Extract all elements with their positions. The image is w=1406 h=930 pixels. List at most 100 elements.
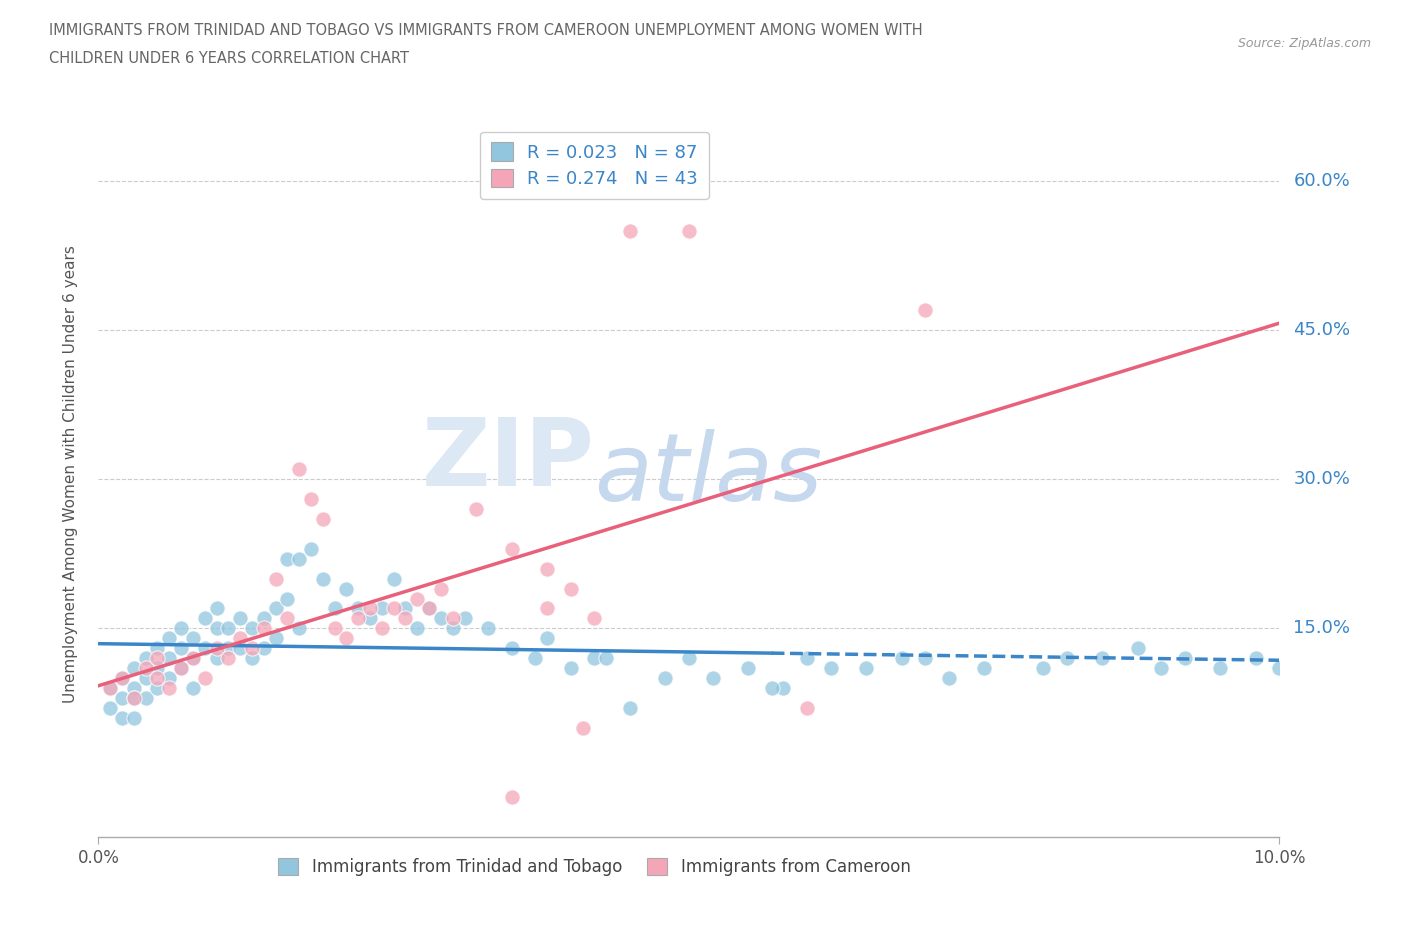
Point (430, 581, 453, 596)
Point (135, 671, 157, 685)
Point (820, 660, 842, 675)
Point (264, 571, 287, 586)
Point (335, 581, 357, 596)
Point (536, 601, 558, 616)
Point (146, 660, 169, 675)
Point (1150, 660, 1173, 675)
Point (772, 681, 794, 696)
Point (394, 601, 416, 616)
Point (111, 671, 134, 685)
Point (157, 681, 180, 696)
Point (560, 581, 582, 596)
Point (619, 700, 641, 715)
Point (181, 651, 204, 666)
Text: CHILDREN UNDER 6 YEARS CORRELATION CHART: CHILDREN UNDER 6 YEARS CORRELATION CHART (49, 51, 409, 66)
Point (240, 641, 263, 656)
Point (418, 601, 440, 616)
Point (890, 651, 912, 666)
Point (406, 621, 429, 636)
Point (229, 641, 252, 656)
Point (761, 681, 783, 696)
Point (560, 660, 582, 675)
Point (347, 601, 370, 616)
Point (217, 641, 239, 656)
Point (288, 551, 311, 566)
Point (796, 651, 818, 666)
Point (595, 651, 617, 666)
Point (170, 660, 193, 675)
Point (619, 223, 641, 238)
Point (323, 601, 346, 616)
Point (146, 671, 169, 685)
Y-axis label: Unemployment Among Women with Children Under 6 years: Unemployment Among Women with Children U… (63, 246, 77, 703)
Point (501, 790, 523, 804)
Point (205, 651, 228, 666)
Point (418, 601, 440, 616)
Point (170, 641, 193, 656)
Point (430, 611, 453, 626)
Point (146, 651, 169, 666)
Point (501, 641, 523, 656)
Point (205, 641, 228, 656)
Point (359, 601, 381, 616)
Point (229, 611, 252, 626)
Point (323, 621, 346, 636)
Point (98, 700, 121, 715)
Point (111, 690, 134, 705)
Point (264, 601, 287, 616)
Point (382, 601, 405, 616)
Point (394, 611, 416, 626)
Point (299, 492, 322, 507)
Point (536, 562, 558, 577)
Text: 45.0%: 45.0% (1294, 321, 1351, 339)
Point (914, 651, 936, 666)
Point (157, 651, 180, 666)
Point (194, 641, 217, 656)
Point (737, 660, 759, 675)
Point (229, 631, 252, 645)
Point (288, 462, 311, 477)
Point (312, 571, 335, 586)
Point (678, 223, 700, 238)
Point (1209, 660, 1232, 675)
Point (146, 641, 169, 656)
Point (1268, 660, 1291, 675)
Point (583, 651, 606, 666)
Point (122, 690, 145, 705)
Legend: Immigrants from Trinidad and Tobago, Immigrants from Cameroon: Immigrants from Trinidad and Tobago, Imm… (271, 852, 917, 883)
Point (157, 631, 180, 645)
Point (1056, 651, 1078, 666)
Point (359, 611, 381, 626)
Point (122, 660, 145, 675)
Point (170, 660, 193, 675)
Point (217, 651, 239, 666)
Point (347, 611, 370, 626)
Point (312, 512, 335, 526)
Point (465, 501, 488, 516)
Point (973, 660, 995, 675)
Text: Source: ZipAtlas.com: Source: ZipAtlas.com (1237, 37, 1371, 50)
Point (253, 641, 276, 656)
Point (938, 671, 960, 685)
Point (253, 611, 276, 626)
Point (1244, 651, 1267, 666)
Point (194, 671, 217, 685)
Point (702, 671, 724, 685)
Point (654, 671, 676, 685)
Point (1032, 660, 1054, 675)
Point (441, 611, 464, 626)
Point (111, 711, 134, 725)
Point (583, 611, 606, 626)
Point (111, 671, 134, 685)
Point (194, 611, 217, 626)
Point (536, 631, 558, 645)
Point (98, 681, 121, 696)
Point (406, 591, 429, 606)
Point (122, 681, 145, 696)
Point (453, 611, 475, 626)
Point (276, 611, 298, 626)
Text: 15.0%: 15.0% (1294, 619, 1350, 637)
Point (276, 591, 298, 606)
Point (205, 601, 228, 616)
Point (205, 621, 228, 636)
